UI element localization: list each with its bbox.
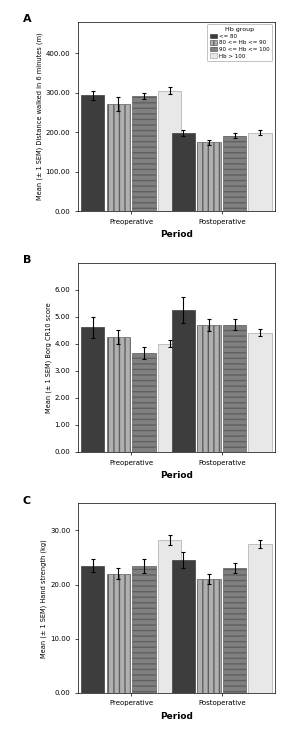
Legend: <= 80, 80 <= Hb <= 90, 90 <= Hb <= 100, Hb > 100: <= 80, 80 <= Hb <= 90, 90 <= Hb <= 100, … <box>207 24 272 61</box>
Bar <box>158 344 181 452</box>
Y-axis label: Mean (± 1 SEM) Borg CR10 score: Mean (± 1 SEM) Borg CR10 score <box>45 302 52 413</box>
Bar <box>172 310 195 452</box>
Bar <box>106 337 130 452</box>
Bar <box>223 568 246 693</box>
Bar <box>223 135 246 211</box>
Bar <box>249 544 272 693</box>
Text: B: B <box>23 255 31 265</box>
Text: A: A <box>23 14 31 24</box>
Bar <box>158 91 181 211</box>
Bar <box>106 574 130 693</box>
Bar <box>249 132 272 211</box>
Bar <box>81 328 104 452</box>
Bar <box>172 133 195 211</box>
Y-axis label: Mean (± 1 SEM) Distance walked in 6 minutes (m): Mean (± 1 SEM) Distance walked in 6 minu… <box>36 32 43 200</box>
Bar <box>197 142 221 211</box>
Bar <box>172 560 195 693</box>
X-axis label: Period: Period <box>160 712 193 721</box>
Bar <box>132 353 156 452</box>
Bar <box>249 333 272 452</box>
Bar <box>81 566 104 693</box>
Bar <box>81 96 104 211</box>
Bar <box>158 540 181 693</box>
Bar <box>197 579 221 693</box>
Y-axis label: Mean (± 1 SEM) Hand strength (kg): Mean (± 1 SEM) Hand strength (kg) <box>41 539 47 657</box>
Bar <box>132 96 156 211</box>
Bar <box>197 325 221 452</box>
Bar <box>106 104 130 211</box>
X-axis label: Period: Period <box>160 471 193 480</box>
Bar <box>132 566 156 693</box>
Text: C: C <box>23 496 31 506</box>
X-axis label: Period: Period <box>160 230 193 239</box>
Bar <box>223 325 246 452</box>
